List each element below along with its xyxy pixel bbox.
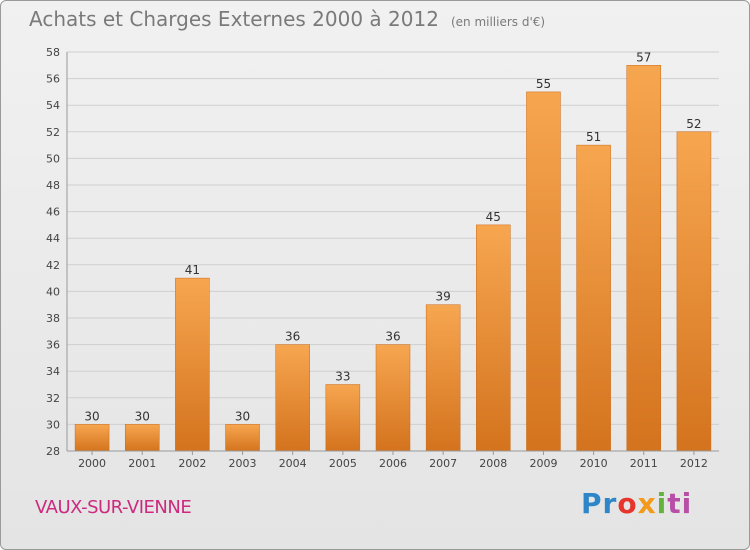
y-tick-label: 38 — [46, 312, 60, 325]
logo-part: ti — [667, 487, 693, 520]
bar-value-label: 57 — [636, 50, 651, 64]
bar-2012 — [676, 131, 712, 452]
title-unit: (en milliers d'€) — [450, 15, 546, 29]
bar-2002 — [175, 277, 210, 452]
bar-2005 — [325, 384, 361, 452]
bar-value-label: 30 — [84, 409, 99, 423]
x-tick-label: 2001 — [128, 457, 156, 470]
bar-2011 — [626, 65, 662, 452]
x-tick-label: 2007 — [429, 457, 457, 470]
x-tick-label: 2006 — [379, 457, 407, 470]
y-tick-label: 36 — [46, 339, 60, 352]
logo-part: x — [637, 487, 657, 520]
y-axis: 28 30 32 34 36 38 40 42 44 46 48 50 52 54 56 58 — [46, 46, 68, 458]
y-tick-label: 32 — [46, 392, 60, 405]
x-tick-label: 2012 — [680, 457, 708, 470]
bar-2008 — [476, 224, 511, 452]
bar-2001 — [124, 424, 160, 452]
y-tick-label: 50 — [46, 152, 60, 165]
place-name: VAUX-SUR-VIENNE — [35, 497, 192, 518]
bar-2006 — [375, 344, 411, 452]
y-tick-label: 54 — [46, 99, 60, 112]
logo-part: o — [617, 487, 638, 520]
y-tick-label: 52 — [46, 126, 60, 139]
bar-2009 — [526, 91, 561, 452]
y-tick-label: 58 — [46, 46, 60, 59]
bar-value-label: 51 — [586, 130, 601, 144]
x-tick-label: 2011 — [630, 457, 658, 470]
bar-value-label: 36 — [285, 330, 300, 344]
x-axis: 2000 2001 2002 2003 2004 2005 2006 2007 2008 2009… — [67, 450, 719, 470]
bar-value-label: 36 — [385, 330, 400, 344]
logo-part: Pr — [581, 487, 618, 520]
bar-value-label: 52 — [686, 117, 701, 131]
y-tick-label: 30 — [46, 418, 60, 431]
y-tick-label: 46 — [46, 206, 60, 219]
bar-value-label: 30 — [235, 409, 250, 423]
bar-2007 — [425, 304, 461, 452]
bar-2004 — [275, 344, 310, 452]
y-tick-label: 40 — [46, 285, 60, 298]
bar-2010 — [576, 144, 611, 452]
y-tick-label: 44 — [46, 232, 60, 245]
x-tick-label: 2004 — [279, 457, 307, 470]
x-tick-label: 2000 — [78, 457, 106, 470]
bar-2003 — [225, 424, 260, 452]
x-tick-label: 2010 — [580, 457, 608, 470]
x-tick-label: 2005 — [329, 457, 357, 470]
proxiti-logo[interactable]: Proxiti — [581, 487, 692, 520]
bar-value-label: 33 — [335, 370, 350, 384]
y-tick-label: 28 — [46, 445, 60, 458]
bar-value-label: 45 — [486, 210, 501, 224]
x-tick-label: 2003 — [229, 457, 257, 470]
y-tick-label: 42 — [46, 259, 60, 272]
bar-value-label: 41 — [185, 263, 200, 277]
logo-part: i — [656, 487, 668, 520]
bar-value-label: 30 — [135, 409, 150, 423]
y-tick-label: 34 — [46, 365, 60, 378]
bar-value-label: 55 — [536, 77, 551, 91]
title-text: Achats et Charges Externes 2000 à 2012 — [29, 7, 439, 31]
x-tick-label: 2009 — [529, 457, 557, 470]
x-tick-label: 2002 — [178, 457, 206, 470]
bars: 30 30 41 30 36 33 36 39 45 55 51 57 52 — [74, 50, 712, 452]
bar-value-label: 39 — [436, 290, 451, 304]
y-tick-label: 48 — [46, 179, 60, 192]
x-tick-label: 2008 — [479, 457, 507, 470]
y-tick-label: 56 — [46, 73, 60, 86]
bar-2000 — [74, 424, 110, 452]
chart-title: Achats et Charges Externes 2000 à 2012 (e… — [29, 7, 545, 31]
